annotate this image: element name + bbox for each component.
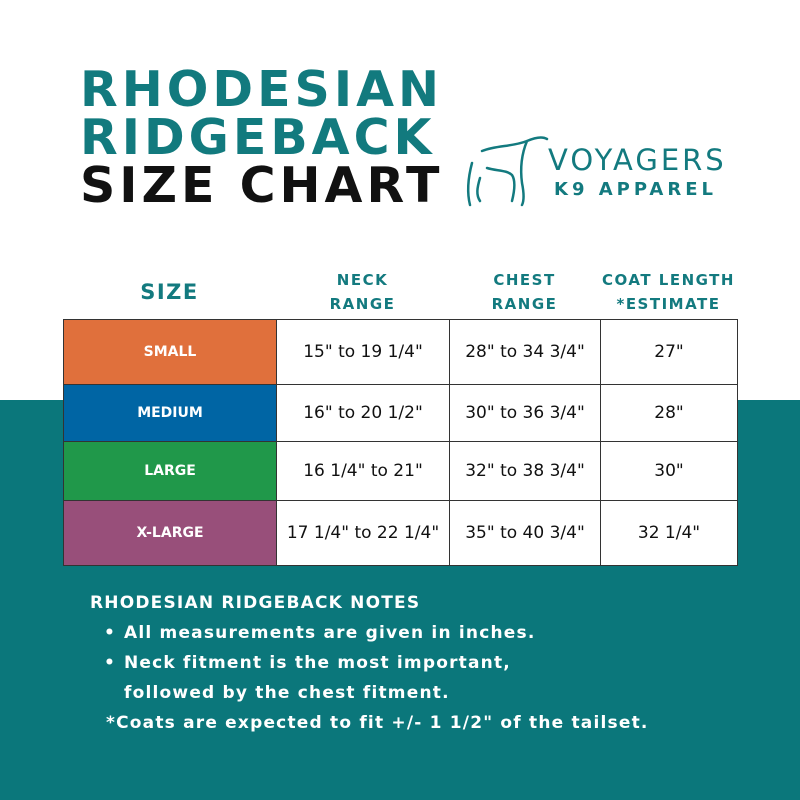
header-chest-line2: RANGE bbox=[491, 295, 558, 313]
size-cell: MEDIUM bbox=[63, 384, 277, 442]
greyhound-outline-icon bbox=[467, 136, 549, 207]
header-neck: NECK RANGE bbox=[276, 268, 449, 316]
title-line-2: RIDGEBACK bbox=[80, 109, 436, 166]
footnote: *Coats are expected to fit +/- 1 1/2" of… bbox=[106, 713, 649, 733]
neck-cell: 16" to 20 1/2" bbox=[276, 384, 450, 442]
note-text: Neck fitment is the most important, bbox=[124, 653, 511, 673]
neck-cell: 16 1/4" to 21" bbox=[276, 441, 450, 501]
chest-cell: 32" to 38 3/4" bbox=[449, 441, 601, 501]
page-title: RHODESIAN RIDGEBACK SIZE CHART bbox=[80, 61, 444, 214]
table-row: LARGE 16 1/4" to 21" 32" to 38 3/4" 30" bbox=[63, 441, 738, 501]
logo-subtitle: K9 APPAREL bbox=[554, 179, 717, 200]
note-item: • All measurements are given in inches. bbox=[104, 623, 536, 643]
table-row: SMALL 15" to 19 1/4" 28" to 34 3/4" 27" bbox=[63, 319, 738, 385]
header-neck-line1: NECK bbox=[336, 271, 389, 289]
coat-cell: 32 1/4" bbox=[600, 500, 738, 566]
chest-cell: 30" to 36 3/4" bbox=[449, 384, 601, 442]
chest-cell: 35" to 40 3/4" bbox=[449, 500, 601, 566]
table-row: MEDIUM 16" to 20 1/2" 30" to 36 3/4" 28" bbox=[63, 384, 738, 442]
table-row: X-LARGE 17 1/4" to 22 1/4" 35" to 40 3/4… bbox=[63, 500, 738, 566]
notes-heading: RHODESIAN RIDGEBACK NOTES bbox=[90, 593, 421, 613]
coat-cell: 28" bbox=[600, 384, 738, 442]
neck-cell: 15" to 19 1/4" bbox=[276, 319, 450, 385]
notes-section: RHODESIAN RIDGEBACK NOTES • All measureme… bbox=[90, 588, 649, 738]
brand-logo: VOYAGERS K9 APPAREL bbox=[462, 133, 742, 213]
title-line-1: RHODESIAN bbox=[80, 61, 443, 118]
logo-name: VOYAGERS bbox=[548, 143, 727, 177]
size-table: SMALL 15" to 19 1/4" 28" to 34 3/4" 27" … bbox=[63, 319, 738, 566]
header-size: SIZE bbox=[140, 280, 199, 304]
header-coat: COAT LENGTH *ESTIMATE bbox=[597, 268, 740, 316]
note-item: • Neck fitment is the most important, bbox=[104, 653, 511, 673]
title-line-3: SIZE CHART bbox=[80, 157, 444, 214]
header-chest-line1: CHEST bbox=[493, 271, 556, 289]
header-neck-line2: RANGE bbox=[329, 295, 396, 313]
coat-cell: 27" bbox=[600, 319, 738, 385]
header-coat-line2: *ESTIMATE bbox=[616, 295, 721, 313]
size-cell: LARGE bbox=[63, 441, 277, 501]
header-coat-line1: COAT LENGTH bbox=[602, 271, 735, 289]
coat-cell: 30" bbox=[600, 441, 738, 501]
note-continuation: followed by the chest fitment. bbox=[124, 683, 450, 703]
chest-cell: 28" to 34 3/4" bbox=[449, 319, 601, 385]
header-chest: CHEST RANGE bbox=[449, 268, 600, 316]
size-cell: X-LARGE bbox=[63, 500, 277, 566]
neck-cell: 17 1/4" to 22 1/4" bbox=[276, 500, 450, 566]
size-cell: SMALL bbox=[63, 319, 277, 385]
note-text: All measurements are given in inches. bbox=[124, 623, 536, 643]
